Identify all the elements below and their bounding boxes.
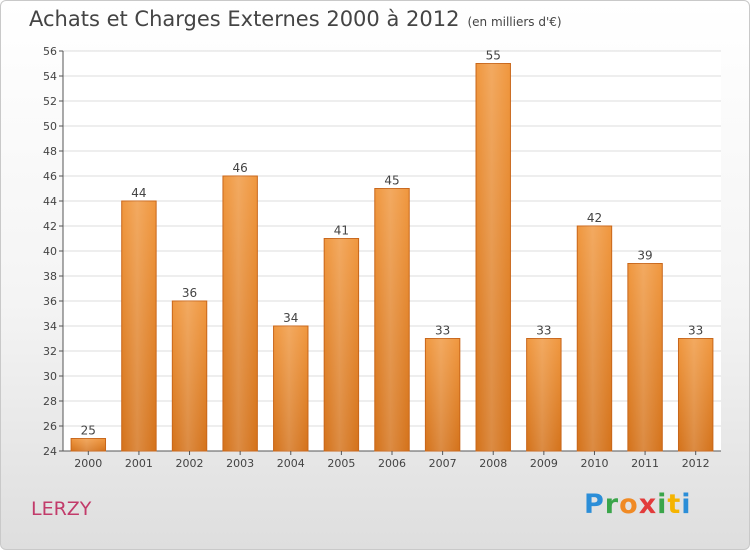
bar-highlight <box>71 438 106 451</box>
bar-highlight <box>425 338 460 451</box>
bar-value-label: 55 <box>486 49 501 63</box>
bar-highlight <box>222 176 258 451</box>
x-tick-label: 2009 <box>530 457 558 470</box>
y-tick-label: 24 <box>43 445 57 458</box>
x-tick-label: 2012 <box>682 457 710 470</box>
bar-highlight <box>476 63 511 451</box>
y-tick-label: 42 <box>43 220 57 233</box>
x-tick-label: 2010 <box>580 457 608 470</box>
bar-highlight <box>526 338 562 451</box>
bar-highlight <box>678 338 713 451</box>
x-tick-label: 2007 <box>429 457 457 470</box>
x-tick-label: 2008 <box>479 457 507 470</box>
x-tick-label: 2002 <box>176 457 204 470</box>
chart-subtitle: (en milliers d'€) <box>467 15 562 29</box>
bar-highlight <box>374 188 410 451</box>
chart-title: Achats et Charges Externes 2000 à 2012 (e… <box>29 7 562 31</box>
proxiti-logo: Proxiti <box>584 489 692 520</box>
x-tick-label: 2001 <box>125 457 153 470</box>
y-tick-label: 44 <box>43 195 57 208</box>
y-tick-label: 48 <box>43 145 57 158</box>
y-tick-label: 36 <box>43 295 57 308</box>
x-tick-label: 2003 <box>226 457 254 470</box>
bar-value-label: 45 <box>384 174 399 188</box>
y-tick-label: 38 <box>43 270 57 283</box>
commune-name: LERZY <box>31 498 92 520</box>
bar-value-label: 46 <box>233 161 248 175</box>
bar-value-label: 25 <box>81 424 96 438</box>
bar-value-label: 33 <box>688 324 703 338</box>
y-tick-label: 56 <box>43 45 57 58</box>
bar-value-label: 34 <box>283 311 298 325</box>
bar-value-label: 41 <box>334 224 349 238</box>
x-tick-label: 2006 <box>378 457 406 470</box>
bar-chart: 24 26 28 30 32 34 36 38 40 42 44 46 48 50 52 54 56 25 2000… <box>43 45 721 470</box>
y-tick-label: 50 <box>43 120 57 133</box>
bar-value-label: 33 <box>536 324 551 338</box>
y-tick-label: 28 <box>43 395 57 408</box>
y-tick-label: 34 <box>43 320 57 333</box>
bar-highlight <box>121 201 157 451</box>
bar-value-label: 42 <box>587 211 602 225</box>
bar-highlight <box>273 326 308 451</box>
bar-value-label: 36 <box>182 286 197 300</box>
y-tick-label: 40 <box>43 245 57 258</box>
bar-value-label: 39 <box>637 249 652 263</box>
x-tick-label: 2011 <box>631 457 659 470</box>
bar-highlight <box>627 263 663 451</box>
y-tick-label: 30 <box>43 370 57 383</box>
bar-highlight <box>577 226 612 451</box>
bar-value-label: 44 <box>131 186 146 200</box>
bar-highlight <box>324 238 359 451</box>
x-tick-label: 2000 <box>74 457 102 470</box>
x-tick-label: 2005 <box>327 457 355 470</box>
y-tick-label: 52 <box>43 95 57 108</box>
y-tick-label: 46 <box>43 170 57 183</box>
x-tick-label: 2004 <box>277 457 305 470</box>
bar-value-label: 33 <box>435 324 450 338</box>
y-tick-label: 32 <box>43 345 57 358</box>
y-tick-label: 54 <box>43 70 57 83</box>
chart-title-text: Achats et Charges Externes 2000 à 2012 <box>29 7 460 31</box>
y-tick-label: 26 <box>43 420 57 433</box>
bar-highlight <box>172 301 207 451</box>
